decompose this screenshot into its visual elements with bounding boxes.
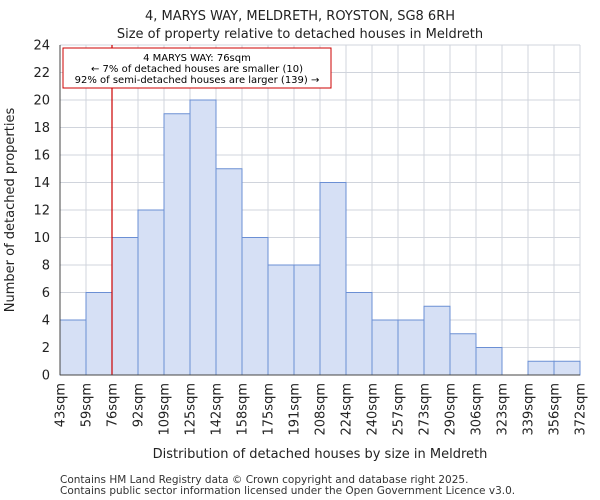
y-tick-label: 8 (42, 259, 50, 274)
axes (59, 45, 580, 376)
y-tick-label: 12 (33, 204, 50, 219)
footer-line1: Contains HM Land Registry data © Crown c… (60, 474, 468, 486)
y-axis-label: Number of detached properties (3, 108, 18, 313)
bar (111, 237, 139, 376)
bar (397, 319, 425, 376)
annotation-line2: ← 7% of detached houses are smaller (10) (91, 64, 303, 75)
bar (267, 264, 295, 376)
bar (163, 113, 191, 376)
x-tick-label: 290sqm (444, 383, 459, 436)
x-tick-label: 372sqm (574, 383, 589, 436)
bar (189, 99, 217, 376)
chart-title-line1: 4, MARYS WAY, MELDRETH, ROYSTON, SG8 6RH (145, 9, 455, 24)
bar (59, 319, 87, 376)
bar (215, 168, 243, 376)
x-tick-label: 142sqm (210, 383, 225, 436)
x-tick-label: 76sqm (106, 383, 121, 427)
bar (527, 360, 555, 376)
y-tick-label: 20 (33, 94, 50, 109)
x-tick-label: 191sqm (288, 383, 303, 436)
bar (449, 333, 477, 376)
annotation-box: 4 MARYS WAY: 76sqm ← 7% of detached hous… (62, 47, 332, 89)
y-tick-label: 0 (42, 369, 50, 384)
y-tick-label: 14 (33, 176, 50, 191)
bar (345, 292, 373, 376)
bar (371, 319, 399, 376)
bars (59, 99, 581, 376)
bar (137, 209, 165, 376)
y-tick-label: 2 (42, 341, 50, 356)
x-tick-label: 175sqm (262, 383, 277, 436)
y-tick-label: 6 (42, 286, 50, 301)
x-axis-label: Distribution of detached houses by size … (153, 447, 488, 462)
x-tick-label: 323sqm (496, 383, 511, 436)
bar (293, 264, 321, 376)
x-tick-label: 273sqm (418, 383, 433, 436)
footer-line2: Contains public sector information licen… (60, 485, 515, 497)
y-tick-label: 4 (42, 314, 50, 329)
x-tick-label: 125sqm (184, 383, 199, 436)
bar (85, 292, 113, 376)
x-tick-label: 240sqm (366, 383, 381, 436)
y-tick-label: 16 (33, 149, 50, 164)
x-tick-label: 92sqm (132, 383, 147, 427)
x-tick-labels: 43sqm 59sqm 76sqm 92sqm 109sqm 125sqm 142sqm 15… (54, 383, 589, 436)
x-tick-label: 43sqm (54, 383, 69, 427)
x-tick-label: 59sqm (80, 383, 95, 427)
x-tick-label: 339sqm (522, 383, 537, 436)
annotation-line1: 4 MARYS WAY: 76sqm (143, 53, 251, 64)
annotation-frame (62, 47, 332, 89)
bar (319, 182, 347, 376)
bar (241, 237, 269, 376)
chart-title-line2: Size of property relative to detached ho… (117, 27, 483, 42)
x-tick-label: 208sqm (314, 383, 329, 436)
bar (423, 305, 451, 376)
y-tick-label: 10 (33, 231, 50, 246)
annotation-line3: 92% of semi-detached houses are larger (… (75, 75, 320, 86)
bar (475, 347, 503, 376)
bar (553, 360, 581, 376)
y-tick-label: 22 (33, 66, 50, 81)
x-tick-label: 109sqm (158, 383, 173, 436)
x-tick-label: 356sqm (548, 383, 563, 436)
x-tick-label: 158sqm (236, 383, 251, 436)
y-tick-label: 18 (33, 121, 50, 136)
x-tick-label: 257sqm (392, 383, 407, 436)
x-tick-label: 224sqm (340, 383, 355, 436)
y-tick-label: 24 (33, 39, 50, 54)
x-tick-label: 306sqm (470, 383, 485, 436)
